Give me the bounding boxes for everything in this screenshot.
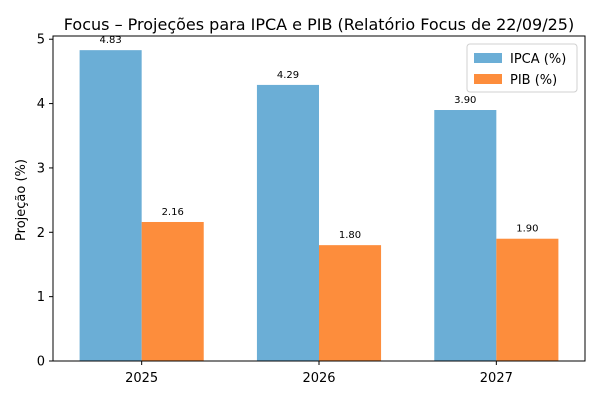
- y-tick-label: 4: [37, 97, 45, 112]
- x-tick-label: 2026: [302, 371, 335, 386]
- y-tick-label: 1: [37, 290, 45, 305]
- legend-entry: PIB (%): [510, 73, 557, 88]
- chart-title: Focus – Projeções para IPCA e PIB (Relat…: [64, 15, 574, 34]
- bar-ipca-2026: [256, 84, 319, 361]
- y-axis-label: Projeção (%): [14, 159, 29, 241]
- legend-swatch: [474, 74, 502, 84]
- bar-pib-2027: [496, 238, 559, 361]
- data-label: 3.90: [454, 95, 476, 106]
- plot-area: 4.83 4.29 3.90 2.16 1.80 1.90 0 1 2 3 4 5 2025 2026 20…: [37, 33, 586, 386]
- bar-pib-2025: [141, 221, 204, 361]
- bar-ipca-2025: [79, 50, 142, 361]
- y-tick-label: 3: [37, 161, 45, 176]
- data-label: 1.80: [339, 230, 361, 241]
- data-label: 2.16: [162, 207, 184, 218]
- legend: IPCA (%) PIB (%): [466, 43, 578, 93]
- y-tick-label: 2: [37, 226, 45, 241]
- data-label: 1.90: [516, 224, 538, 235]
- bar-pib-2026: [319, 245, 382, 361]
- bar-ipca-2027: [434, 110, 497, 361]
- legend-entry: IPCA (%): [510, 52, 566, 67]
- data-label: 4.83: [100, 35, 122, 46]
- y-tick-label: 0: [37, 355, 45, 370]
- x-tick-label: 2025: [125, 371, 158, 386]
- legend-swatch: [474, 53, 502, 63]
- x-tick-label: 2027: [480, 371, 513, 386]
- y-tick-label: 5: [37, 33, 45, 48]
- data-label: 4.29: [277, 70, 299, 81]
